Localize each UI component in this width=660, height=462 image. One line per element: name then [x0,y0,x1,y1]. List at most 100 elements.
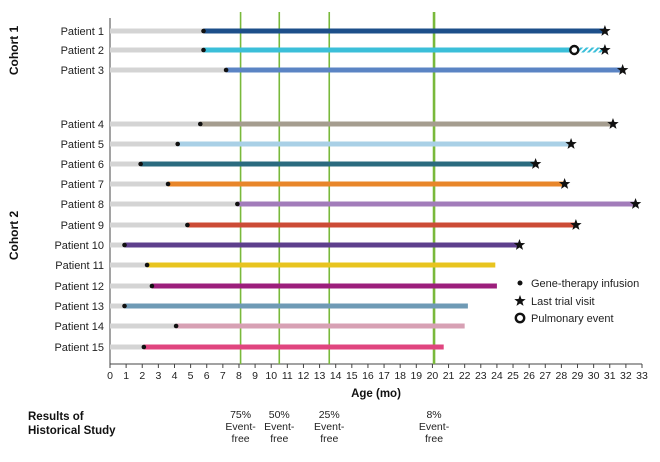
infusion-marker-11 [144,262,150,268]
x-tick-label-3: 3 [155,370,161,382]
x-tick-label-28: 28 [556,370,568,382]
legend-dot-icon [517,280,523,286]
patient-label-14: Patient 14 [54,321,104,333]
x-tick-label-23: 23 [475,370,487,382]
patient-label-1: Patient 1 [61,26,104,38]
last-visit-marker-9 [570,219,582,230]
x-tick-label-10: 10 [265,370,277,382]
patient-label-8: Patient 8 [61,199,104,211]
x-tick-label-5: 5 [188,370,194,382]
historical-value-line-1: 25% [318,409,340,421]
cohort-2-label: Cohort 2 [7,211,21,261]
historical-value-line-2: Event- [314,421,345,433]
patient-label-3: Patient 3 [61,65,104,77]
post-event-bar-2 [574,47,605,53]
x-tick-label-27: 27 [539,370,551,382]
x-tick-label-24: 24 [491,370,503,382]
x-tick-label-15: 15 [346,370,358,382]
patient-label-12: Patient 12 [54,281,104,293]
historical-value-line-3: free [320,433,339,445]
x-tick-label-6: 6 [204,370,210,382]
historical-value-line-3: free [270,433,289,445]
cohort-1-label: Cohort 1 [7,26,21,76]
x-tick-label-33: 33 [636,370,648,382]
x-tick-label-7: 7 [220,370,226,382]
historical-value-line-1: 75% [230,409,252,421]
patient-label-2: Patient 2 [61,45,104,57]
infusion-marker-15 [141,344,147,350]
last-visit-marker-7 [558,178,571,189]
patient-label-5: Patient 5 [61,139,104,151]
x-tick-label-17: 17 [378,370,390,382]
x-tick-label-9: 9 [252,370,258,382]
patient-label-15: Patient 15 [54,342,104,354]
infusion-marker-14 [173,323,179,329]
infusion-marker-9 [185,222,190,228]
x-tick-label-22: 22 [459,370,471,382]
legend-label-3: Pulmonary event [531,313,614,325]
patient-label-9: Patient 9 [61,220,104,232]
x-tick-label-2: 2 [139,370,145,382]
infusion-marker-8 [235,201,240,207]
historical-value-1: 75% Event-free [221,409,261,445]
x-tick-label-18: 18 [394,370,406,382]
x-tick-label-1: 1 [123,370,129,382]
x-tick-label-32: 32 [620,370,632,382]
patient-label-4: Patient 4 [61,119,104,131]
infusion-marker-2 [201,47,206,53]
historical-value-3: 25% Event-free [309,409,349,445]
last-visit-marker-2 [599,44,611,55]
historical-label-line2: Historical Study [28,425,116,437]
patient-label-6: Patient 6 [61,159,104,171]
infusion-marker-12 [149,283,155,289]
historical-value-line-1: 50% [268,409,290,421]
infusion-marker-5 [175,141,181,147]
historical-value-line-1: 8% [426,409,442,421]
x-tick-label-4: 4 [172,370,178,382]
historical-value-line-2: Event- [225,421,256,433]
x-tick-label-12: 12 [298,370,310,382]
legend-label-2: Last trial visit [531,296,595,308]
last-visit-marker-1 [599,25,611,36]
x-tick-label-13: 13 [314,370,326,382]
infusion-marker-1 [201,28,206,34]
infusion-marker-7 [165,181,171,187]
historical-value-2: 50% Event-free [259,409,299,445]
infusion-marker-13 [122,303,127,309]
infusion-marker-4 [197,121,203,127]
historical-label-line1: Results of [28,411,84,423]
x-tick-label-26: 26 [523,370,535,382]
x-tick-label-19: 19 [410,370,422,382]
x-tick-label-30: 30 [588,370,600,382]
patient-label-11: Patient 11 [55,260,104,272]
x-tick-label-11: 11 [282,370,293,382]
x-tick-label-0: 0 [107,370,113,382]
x-axis-label: Age (mo) [351,388,401,400]
last-visit-marker-4 [607,118,619,129]
infusion-marker-10 [122,242,127,248]
legend-circle-icon [514,312,526,324]
last-visit-marker-10 [513,239,526,250]
historical-value-line-3: free [424,433,444,445]
historical-value-4: 8% Event-free [414,409,454,445]
patient-label-7: Patient 7 [61,179,104,191]
last-visit-marker-8 [629,198,642,209]
patient-label-13: Patient 13 [54,301,104,313]
legend-label-1: Gene-therapy infusion [531,278,639,290]
historical-value-line-2: Event- [264,421,295,433]
historical-value-line-3: free [231,433,250,445]
historical-study-label: Results of Historical Study [28,410,116,438]
infusion-marker-3 [223,67,229,73]
legend-star-icon [514,295,526,306]
patient-label-10: Patient 10 [54,240,104,252]
last-visit-marker-3 [616,64,629,75]
historical-value-line-2: Event- [418,421,450,433]
x-tick-label-16: 16 [362,370,374,382]
x-tick-label-31: 31 [604,370,616,382]
infusion-marker-6 [138,161,143,167]
x-tick-label-25: 25 [507,370,519,382]
x-tick-label-20: 20 [427,370,439,382]
last-visit-marker-5 [565,138,577,149]
